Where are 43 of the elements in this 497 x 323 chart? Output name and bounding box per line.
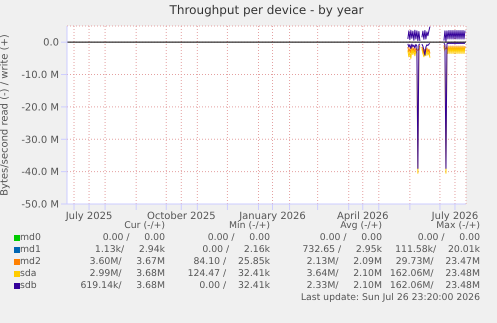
y-tick-label: 0.0 bbox=[43, 38, 59, 49]
text: 111.58k/ 20.01k bbox=[395, 244, 480, 256]
text: 2.99M/ 3.68M bbox=[90, 268, 165, 280]
chart-title: Throughput per device - by year bbox=[168, 3, 364, 17]
text: 2.13M/ 2.09M bbox=[306, 256, 382, 268]
x-tick-label: April 2026 bbox=[337, 211, 388, 222]
legend-label: sda bbox=[20, 268, 36, 280]
text: Avg (-/+) bbox=[340, 220, 382, 232]
text: 124.47 / 32.41k bbox=[188, 268, 270, 280]
text: 0.00 / 0.00 bbox=[102, 232, 165, 244]
text: Cur (-/+) bbox=[124, 220, 165, 232]
text: 0.00 / 2.16k bbox=[202, 244, 270, 256]
text: 3.60M/ 3.67M bbox=[90, 256, 165, 268]
legend-label: md0 bbox=[20, 232, 41, 244]
text: 84.10 / 25.85k bbox=[193, 256, 270, 268]
legend-label: md2 bbox=[20, 256, 41, 268]
x-tick-label: July 2025 bbox=[64, 211, 112, 222]
text: Min (-/+) bbox=[229, 220, 270, 232]
text: 0.00 / 32.41k bbox=[199, 280, 270, 292]
y-tick-label: -10.0 M bbox=[21, 70, 59, 82]
text: 0.00 / 0.00 bbox=[208, 232, 270, 244]
text: Last update: Sun Jul 26 23:20:00 2026 bbox=[300, 292, 480, 304]
y-tick-label: -30.0 M bbox=[21, 134, 59, 146]
text: 0.00 / 0.00 bbox=[418, 232, 480, 244]
x-tick-label: January 2026 bbox=[238, 211, 306, 222]
y-tick-label: -50.0 M bbox=[21, 200, 59, 211]
y-tick-label: -20.0 M bbox=[21, 102, 59, 114]
legend-label: sdb bbox=[20, 280, 37, 292]
text: 3.64M/ 2.10M bbox=[306, 268, 382, 280]
text: 2.33M/ 2.10M bbox=[306, 280, 382, 292]
text: 162.06M/ 23.48M bbox=[390, 280, 480, 292]
text: 0.00 / 0.00 bbox=[320, 232, 382, 244]
x-tick-label: October 2025 bbox=[146, 211, 216, 222]
y-axis-title: Bytes/second read (-) / write (+) bbox=[0, 34, 11, 196]
text: 619.14k/ 3.68M bbox=[80, 280, 165, 292]
text: 162.06M/ 23.48M bbox=[390, 268, 480, 280]
text: 732.65 / 2.95k bbox=[302, 244, 382, 256]
y-tick-label: -40.0 M bbox=[21, 167, 59, 178]
text: 29.73M/ 23.47M bbox=[396, 256, 480, 268]
x-tick-label: July 2026 bbox=[430, 211, 478, 222]
text: Max (-/+) bbox=[436, 220, 480, 232]
text: 1.13k/ 2.94k bbox=[94, 244, 165, 256]
legend-label: md1 bbox=[20, 244, 41, 256]
